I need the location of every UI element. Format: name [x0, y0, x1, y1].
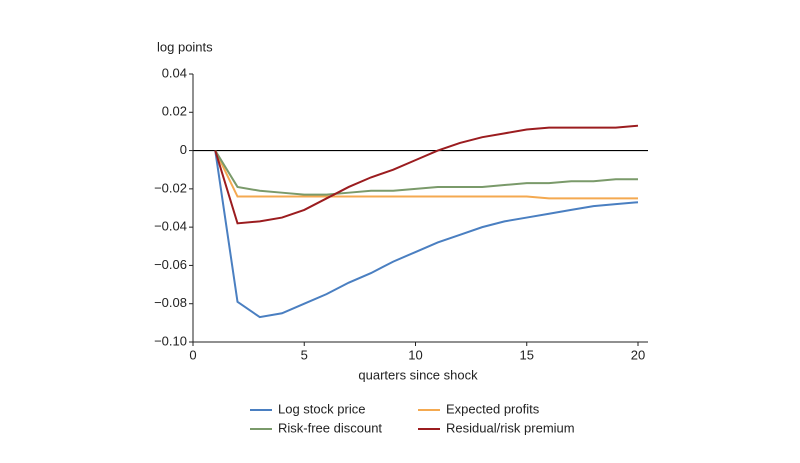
series-line — [214, 150, 639, 319]
legend-label: Residual/risk premium — [446, 420, 575, 435]
x-axis-label: quarters since shock — [358, 367, 478, 382]
series-line — [214, 150, 638, 200]
y-tick-label: −0.10 — [154, 333, 187, 348]
y-tick-label: −0.08 — [154, 295, 187, 310]
series-line — [214, 150, 638, 196]
y-tick-label: −0.02 — [154, 180, 187, 195]
x-tick-label: 10 — [408, 347, 422, 362]
legend-label: Expected profits — [446, 401, 540, 416]
x-tick-label: 0 — [189, 347, 196, 362]
y-axis-label: log points — [157, 39, 213, 54]
x-tick-label: 5 — [301, 347, 308, 362]
series-line — [214, 124, 639, 225]
y-tick-label: 0.02 — [162, 104, 187, 119]
legend-label: Risk-free discount — [278, 420, 382, 435]
y-tick-label: 0 — [180, 142, 187, 157]
y-tick-label: −0.04 — [154, 219, 187, 234]
y-tick-label: −0.06 — [154, 257, 187, 272]
legend-label: Log stock price — [278, 401, 365, 416]
y-tick-label: 0.04 — [162, 65, 187, 80]
x-tick-label: 20 — [631, 347, 645, 362]
x-tick-label: 15 — [520, 347, 534, 362]
